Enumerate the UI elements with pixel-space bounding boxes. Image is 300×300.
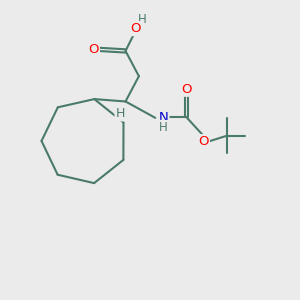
Text: O: O [198, 135, 209, 148]
Text: O: O [131, 22, 141, 35]
Text: H: H [116, 107, 125, 121]
Text: H: H [159, 121, 168, 134]
Text: O: O [181, 83, 192, 96]
Text: N: N [159, 111, 169, 124]
Text: O: O [88, 43, 99, 56]
Text: H: H [138, 13, 147, 26]
